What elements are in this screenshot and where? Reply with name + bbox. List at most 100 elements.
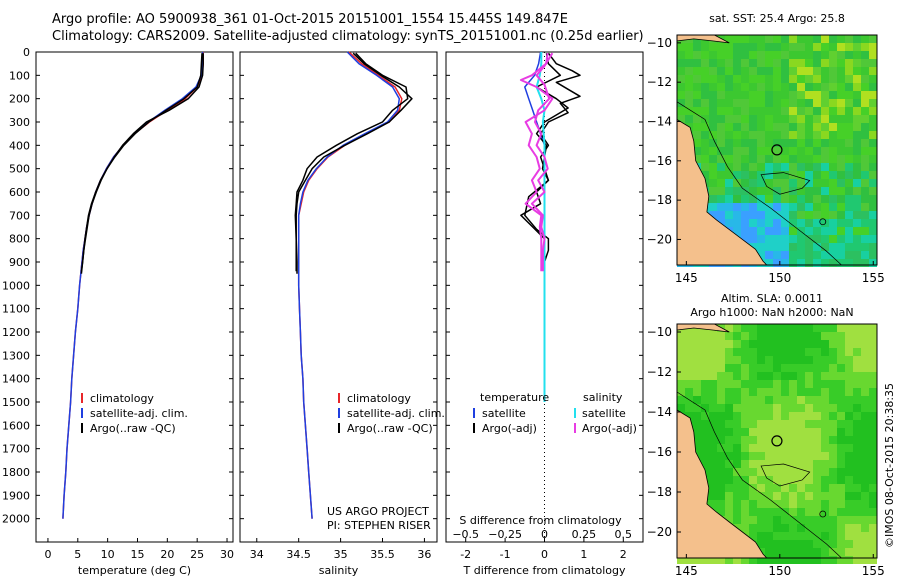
sla_map-pixel — [813, 356, 821, 364]
sla_map-pixel — [773, 332, 781, 340]
sla_map-pixel — [765, 420, 773, 428]
sla_map-pixel — [829, 556, 837, 564]
sst_map-pixel — [773, 195, 781, 203]
sst_map-pixel — [685, 115, 693, 123]
sst_map-pixel — [701, 123, 709, 131]
sst_map-pixel — [829, 251, 837, 259]
sst_map-pixel — [869, 171, 877, 179]
sst_map-pixel — [765, 59, 773, 67]
sst_map-pixel — [805, 43, 813, 51]
sla_map-pixel — [829, 380, 837, 388]
sla_map-pixel — [725, 428, 733, 436]
sst_map-pixel — [845, 147, 853, 155]
sla_map-pixel — [717, 388, 725, 396]
sla_map-pixel — [677, 332, 685, 340]
sst_map-pixel — [853, 67, 861, 75]
sst_map-pixel — [837, 243, 845, 251]
sla_map-pixel — [837, 548, 845, 556]
sst_map-pixel — [765, 179, 773, 187]
sla_map-pixel — [845, 404, 853, 412]
sst_map-pixel — [757, 75, 765, 83]
sst_map-pixel — [797, 211, 805, 219]
sst_map-pixel — [757, 211, 765, 219]
sst_map-pixel — [805, 83, 813, 91]
sla_map-pixel — [701, 340, 709, 348]
sst_map-pixel — [813, 187, 821, 195]
sst_map-pixel — [725, 187, 733, 195]
sst_map-pixel — [701, 91, 709, 99]
x-tick-label-S: 0 — [541, 528, 548, 541]
sst_map-pixel — [733, 195, 741, 203]
x-axis-label: salinity — [319, 564, 359, 577]
sst_map-pixel — [861, 219, 869, 227]
sst_map-pixel — [813, 99, 821, 107]
sst_map-pixel — [837, 227, 845, 235]
sst_map-pixel — [829, 171, 837, 179]
sst_map-pixel — [837, 51, 845, 59]
sst_map-pixel — [717, 203, 725, 211]
sst_map-pixel — [829, 243, 837, 251]
sla_map-pixel — [837, 332, 845, 340]
sla_map-pixel — [717, 404, 725, 412]
sla_map-pixel — [741, 524, 749, 532]
sst_map-pixel — [805, 259, 813, 267]
sla_map-title-line2: Argo h1000: NaN h2000: NaN — [690, 306, 853, 319]
sst_map-pixel — [853, 227, 861, 235]
sla_map-pixel — [797, 412, 805, 420]
sla_map-pixel — [829, 516, 837, 524]
sst_map-pixel — [757, 243, 765, 251]
sst_map-pixel — [773, 147, 781, 155]
sla_map-pixel — [757, 484, 765, 492]
sst_map-pixel — [813, 131, 821, 139]
sst_map-pixel — [845, 259, 853, 267]
sla_map-pixel — [749, 460, 757, 468]
depth-tick-label: 1800 — [2, 466, 30, 479]
sst_map-pixel — [837, 139, 845, 147]
sla_map-pixel — [797, 340, 805, 348]
sst_map-pixel — [861, 155, 869, 163]
sst_map-pixel — [749, 99, 757, 107]
sst_map-pixel — [685, 91, 693, 99]
sla_map-pixel — [757, 412, 765, 420]
sst_map-pixel — [749, 107, 757, 115]
sla_map-pixel — [845, 396, 853, 404]
x-tick-label-T: 1 — [580, 548, 587, 561]
sla_map-pixel — [781, 460, 789, 468]
sla_map-pixel — [853, 540, 861, 548]
sla_map-pixel — [797, 420, 805, 428]
sst_map-pixel — [853, 115, 861, 123]
sla_map-pixel — [757, 556, 765, 564]
sla_map-pixel — [781, 468, 789, 476]
sst_map-pixel — [861, 123, 869, 131]
sst_map-pixel — [845, 203, 853, 211]
sst_map-pixel — [701, 99, 709, 107]
sst_map-pixel — [869, 99, 877, 107]
sla_map-pixel — [837, 476, 845, 484]
sla_map-pixel — [789, 404, 797, 412]
sst_map-pixel — [813, 155, 821, 163]
sla_map-pixel — [789, 468, 797, 476]
sla_map-pixel — [805, 532, 813, 540]
sst_map-pixel — [813, 195, 821, 203]
sst_map-pixel — [845, 131, 853, 139]
sst_map-pixel — [781, 83, 789, 91]
x-tick-label: 30 — [220, 548, 234, 561]
sst_map-pixel — [709, 59, 717, 67]
sst_map-pixel — [829, 163, 837, 171]
sst_map-pixel — [709, 115, 717, 123]
sla_map-pixel — [805, 540, 813, 548]
sst_map-ytick-label: −12 — [647, 75, 672, 89]
sst_map-pixel — [757, 187, 765, 195]
sla_map-pixel — [757, 404, 765, 412]
sst_map-pixel — [677, 51, 685, 59]
sla_map-pixel — [709, 388, 717, 396]
sst_map-pixel — [853, 131, 861, 139]
sst_map-pixel — [765, 259, 773, 267]
sst_map-pixel — [749, 155, 757, 163]
sla_map-pixel — [829, 428, 837, 436]
sla_map-pixel — [821, 332, 829, 340]
sla_map-pixel — [861, 364, 869, 372]
sst_map-pixel — [869, 35, 877, 43]
sst_map-pixel — [797, 227, 805, 235]
sst_map-pixel — [709, 179, 717, 187]
